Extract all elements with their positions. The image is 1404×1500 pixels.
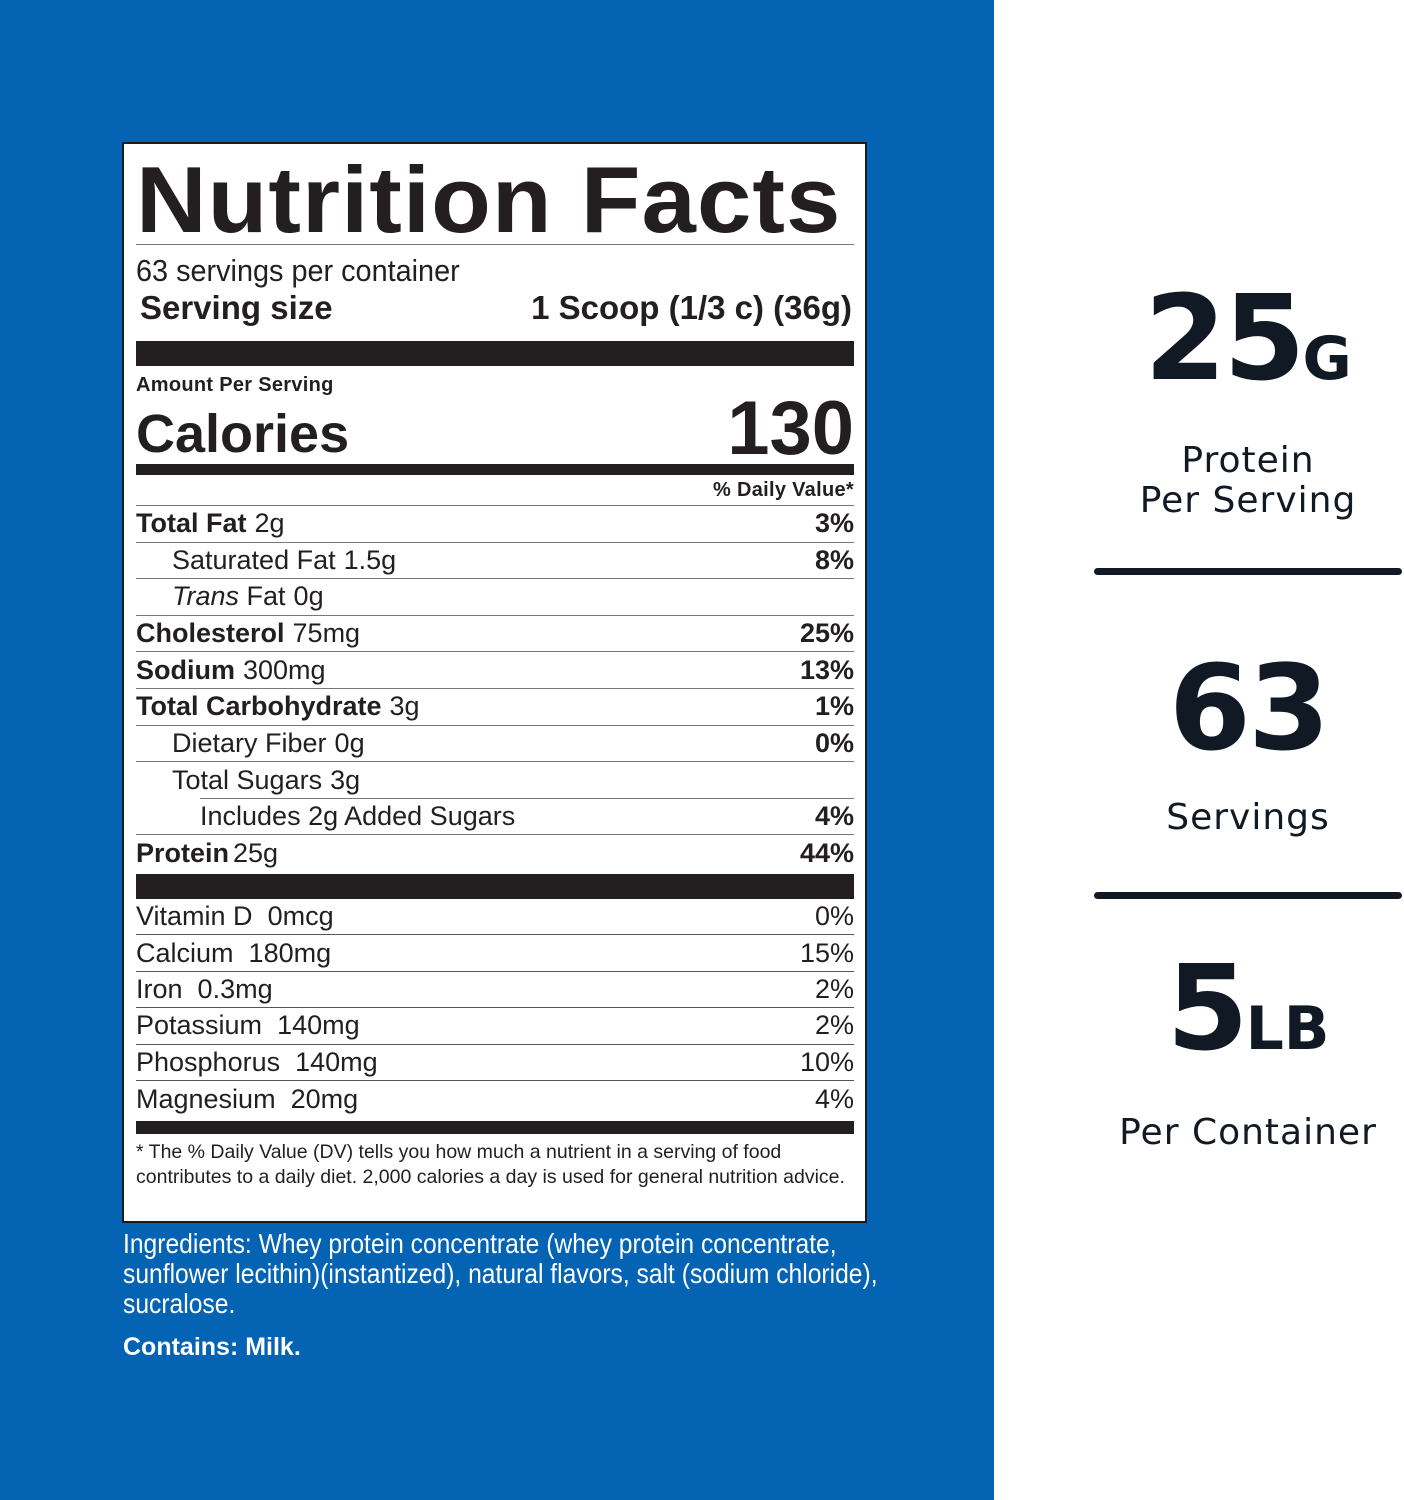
nutrient-name-wrap: Trans Fat [136,581,286,611]
nutrient-dv: 8% [814,544,854,575]
highlight-protein: 25G Protein Per Serving [1094,278,1402,521]
nutrient-dv: 25% [799,618,854,649]
divider-hairline [136,244,854,245]
vitamin-row-magnesium: Magnesium 20mg 4% [136,1081,854,1117]
vitamin-row-phosphorus: Phosphorus 140mg 10% [136,1045,854,1081]
nutrient-dv: 1% [814,691,854,722]
divider-thick [136,873,854,899]
highlight-caption: Protein [1181,440,1315,481]
highlight-unit: G [1302,324,1352,394]
nutrient-amount: 300mg [243,654,326,685]
nutrient-amount: 25g [233,838,279,869]
nutrient-name-italic: Trans [172,581,240,612]
nutrient-dv: 3% [814,508,854,539]
daily-value-footnote: * The % Daily Value (DV) tells you how m… [136,1141,845,1189]
nutrient-name: Total Sugars [172,764,323,795]
nutrient-dv: 13% [799,654,854,685]
serving-size-label: Serving size [140,289,333,326]
nutrient-row-saturated-fat: Saturated Fat 1.5g 8% [136,543,854,580]
highlight-number: 5LB [1094,948,1402,1089]
divider-medium [136,464,854,475]
highlight-caption: Servings [1166,797,1330,838]
nutrient-name: Total Fat [136,508,247,539]
nutrient-row-protein: Protein 25g 44% [136,835,854,872]
highlight-divider [1094,892,1402,899]
vitamin-amount: 0mcg [267,901,334,932]
nutrient-amount: 1.5g [343,544,397,575]
highlight-value: 25 [1144,269,1305,407]
highlight-number: 25G [1094,278,1402,419]
vitamin-name: Magnesium [136,1083,276,1114]
highlight-weight: 5LB Per Container [1094,948,1402,1153]
highlight-servings: 63 Servings [1094,648,1402,838]
vitamin-name: Phosphorus [136,1046,281,1077]
nutrient-name: Saturated Fat [172,544,336,575]
nutrient-name: Total Carbohydrate [136,691,382,722]
highlight-caption: Per Container [1119,1112,1377,1153]
nutrient-name: Dietary Fiber [172,727,327,758]
vitamin-name: Vitamin D [136,901,253,932]
divider-thick [136,341,854,366]
vitamin-amount: 140mg [277,1010,360,1041]
vitamin-dv: 15% [799,937,854,968]
nutrient-dv: 0% [814,727,854,758]
nutrient-amount: 3g [330,764,361,795]
nutrient-amount: 0g [293,581,324,612]
vitamin-dv: 2% [814,973,854,1004]
highlight-number: 63 [1094,648,1402,768]
vitamin-amount: 180mg [248,937,332,968]
nutrient-row-cholesterol: Cholesterol 75mg 25% [136,616,854,653]
amount-per-serving: Amount Per Serving [136,374,334,396]
calories-label: Calories [136,404,350,464]
vitamin-row-iron: Iron 0.3mg 2% [136,972,854,1009]
nutrient-dv: 44% [799,838,854,869]
vitamin-name: Potassium [136,1010,263,1041]
vitamin-dv: 10% [799,1046,854,1077]
vitamin-name: Calcium [136,937,234,968]
vitamin-row-vitamin-d: Vitamin D 0mcg 0% [136,899,854,936]
highlight-value: 63 [1168,639,1330,777]
vitamin-amount: 20mg [290,1083,359,1114]
divider-thick-footer [136,1121,854,1135]
nutrient-row-total-sugars: Total Sugars 3g [136,762,854,799]
calories-value: 130 [727,386,854,471]
nutrient-name: Protein [136,838,230,869]
nutrient-row-total-carbohydrate: Total Carbohydrate 3g 1% [136,689,854,726]
vitamin-row-potassium: Potassium 140mg 2% [136,1008,854,1045]
nutrient-dv: 4% [814,801,854,832]
highlight-divider [1094,568,1402,575]
nutrient-amount: 0g [334,727,365,758]
daily-value-header: % Daily Value* [136,475,854,506]
nutrient-name: Cholesterol [136,618,285,649]
label-title: Nutrition Facts [136,147,842,252]
vitamin-dv: 2% [814,1010,854,1041]
servings-per-container: 63 servings per container [136,253,460,288]
vitamin-amount: 0.3mg [197,973,273,1004]
vitamin-row-calcium: Calcium 180mg 15% [136,935,854,972]
nutrition-facts-label: Nutrition Facts 63 servings per containe… [122,142,867,1223]
vitamin-name: Iron [136,973,183,1004]
ingredients-text: Ingredients: Whey protein concentrate (w… [123,1228,878,1319]
nutrient-amount: 75mg [292,618,361,649]
nutrient-amount: 2g [254,508,285,539]
highlight-caption-line2: Per Serving [1139,480,1357,521]
nutrient-row-total-fat: Total Fat 2g 3% [136,506,854,543]
nutrient-row-dietary-fiber: Dietary Fiber 0g 0% [136,726,854,763]
nutrient-row-added-sugars: Includes 2g Added Sugars 4% [136,799,854,836]
nutrient-row-trans-fat: Trans Fat 0g [136,579,854,616]
nutrient-row-sodium: Sodium 300mg 13% [136,652,854,689]
vitamin-dv: 0% [814,901,854,932]
calories-row: Calories 130 [136,386,854,471]
nutrient-name: Fat [246,581,286,612]
nutrient-name: Includes 2g Added Sugars [200,801,516,832]
allergen-statement: Contains: Milk. [123,1333,301,1361]
nutrient-name: Sodium [136,654,235,685]
serving-size-value: 1 Scoop (1/3 c) (36g) [531,289,852,326]
serving-size-row: Serving size 1 Scoop (1/3 c) (36g) [136,289,854,327]
vitamin-dv: 4% [814,1083,854,1114]
vitamin-amount: 140mg [295,1046,378,1077]
highlight-unit: LB [1245,994,1330,1064]
highlight-value: 5 [1166,939,1248,1077]
nutrient-amount: 3g [389,691,420,722]
